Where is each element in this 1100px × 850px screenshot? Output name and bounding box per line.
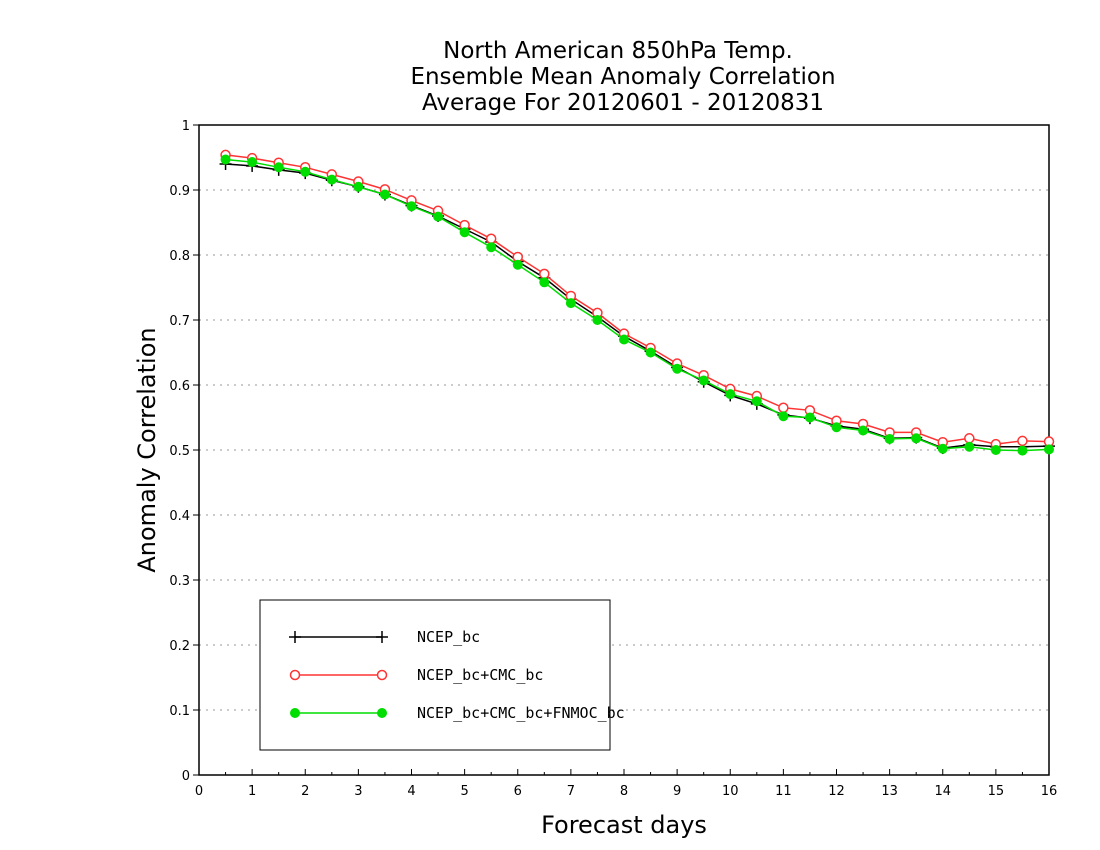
x-tick-label: 16 — [1041, 784, 1058, 799]
data-point — [406, 201, 417, 212]
legend-label: NCEP_bc+CMC_bc+FNMOC_bc — [417, 704, 625, 722]
series-layer — [219, 149, 1055, 456]
legend-marker — [289, 669, 301, 681]
legend-marker — [376, 631, 388, 643]
legend-marker — [376, 669, 388, 681]
data-point — [220, 154, 231, 165]
data-point — [433, 211, 444, 222]
data-point — [884, 433, 895, 444]
legend-label: NCEP_bc+CMC_bc — [417, 666, 543, 684]
data-point — [1017, 435, 1028, 447]
data-point — [964, 441, 975, 452]
data-point — [858, 425, 869, 436]
data-point — [751, 396, 762, 407]
x-tick-label: 2 — [301, 784, 309, 799]
data-point — [831, 422, 842, 433]
x-tick-label: 12 — [828, 784, 845, 799]
x-axis: 0 1 2 3 4 5 6 7 8 9 10 11 12 13 14 15 16 — [195, 769, 1057, 799]
data-point — [485, 233, 497, 244]
data-point — [353, 181, 364, 192]
y-tick-label: 0 — [182, 769, 190, 784]
legend-marker — [289, 631, 301, 643]
x-tick-label: 6 — [514, 784, 522, 799]
y-tick-label: 0.7 — [169, 314, 190, 329]
data-point — [964, 433, 975, 444]
data-point — [725, 389, 736, 400]
data-point — [1044, 444, 1054, 455]
data-point — [937, 443, 948, 454]
series-0 — [219, 158, 1055, 455]
x-tick-label: 9 — [673, 784, 681, 799]
data-point — [672, 363, 683, 374]
data-point — [539, 268, 550, 280]
data-point — [592, 315, 603, 325]
chart-title-line-2: Ensemble Mean Anomaly Correlation — [410, 64, 835, 90]
series-line — [225, 154, 1050, 445]
x-tick-label: 8 — [620, 784, 628, 799]
x-tick-label: 11 — [775, 784, 792, 799]
data-point — [911, 433, 922, 444]
x-tick-label: 13 — [881, 784, 898, 799]
data-point — [379, 189, 390, 200]
y-tick-label: 0.8 — [169, 249, 190, 264]
legend-label: NCEP_bc — [417, 628, 480, 646]
data-point — [273, 162, 284, 173]
series-1 — [220, 149, 1055, 450]
y-tick-label: 0.5 — [169, 444, 190, 459]
y-tick-label: 0.2 — [169, 639, 190, 654]
data-point — [326, 174, 337, 185]
data-point — [1017, 445, 1028, 456]
x-axis-label: Forecast days — [541, 811, 707, 839]
y-tick-label: 0.1 — [169, 704, 190, 719]
legend-marker — [290, 708, 300, 718]
data-point — [459, 227, 470, 238]
legend: NCEP_bc NCEP_bc+CMC_bc NCEP_bc+CMC_bc+FNMO… — [259, 599, 625, 751]
x-tick-label: 1 — [248, 784, 256, 799]
y-tick-label: 0.4 — [169, 509, 190, 524]
y-axis-label: Anomaly Correlation — [133, 327, 161, 572]
data-point — [539, 277, 550, 288]
y-tick-label: 0.6 — [169, 379, 190, 394]
x-tick-label: 10 — [722, 784, 739, 799]
y-tick-label: 0.3 — [169, 574, 190, 589]
x-tick-label: 4 — [407, 784, 415, 799]
legend-marker — [377, 708, 387, 718]
data-point — [247, 157, 258, 168]
y-tick-label: 0.9 — [169, 184, 190, 199]
y-axis: 0 0.1 0.2 0.3 0.4 0.5 0.6 0.7 0.8 0.9 1 — [169, 119, 199, 784]
data-point — [698, 375, 709, 386]
data-point — [565, 298, 576, 309]
x-tick-label: 3 — [354, 784, 362, 799]
series-line — [225, 163, 1050, 449]
chart-title-line-3: Average For 20120601 - 20120831 — [422, 90, 824, 116]
data-point — [990, 445, 1001, 455]
data-point — [804, 412, 815, 423]
data-point — [486, 242, 497, 253]
series-line — [225, 158, 1050, 452]
data-point — [645, 347, 656, 358]
data-point — [778, 402, 789, 413]
x-tick-label: 14 — [934, 784, 951, 799]
chart-title-line-1: North American 850hPa Temp. — [443, 38, 793, 64]
data-point — [778, 411, 789, 422]
data-point — [512, 259, 523, 270]
x-tick-label: 5 — [460, 784, 468, 799]
x-tick-label: 15 — [988, 784, 1005, 799]
series-2 — [220, 154, 1054, 456]
y-tick-label: 1 — [182, 119, 190, 134]
data-point — [300, 166, 311, 177]
x-tick-label: 0 — [195, 784, 203, 799]
data-point — [619, 334, 629, 345]
x-tick-label: 7 — [567, 784, 575, 799]
